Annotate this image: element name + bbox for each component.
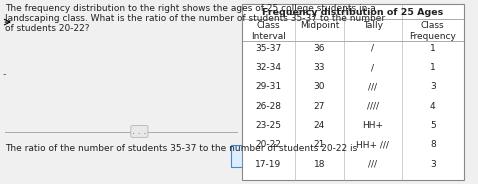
Text: Class
Interval: Class Interval: [251, 21, 286, 40]
Text: The ratio of the number of students 35-37 to the number of students 20-22 is: The ratio of the number of students 35-3…: [5, 144, 357, 153]
Text: 26-28: 26-28: [255, 102, 282, 111]
Text: 1: 1: [430, 63, 435, 72]
Text: 30: 30: [314, 82, 325, 91]
Text: ////: ////: [367, 102, 379, 111]
Text: /: /: [371, 44, 374, 53]
Text: 3: 3: [430, 160, 435, 169]
Text: 1: 1: [430, 44, 435, 53]
Text: 3: 3: [430, 82, 435, 91]
Text: 5: 5: [430, 121, 435, 130]
Text: 20-22: 20-22: [255, 140, 281, 149]
Text: 36: 36: [314, 44, 325, 53]
Text: 17-19: 17-19: [255, 160, 282, 169]
Text: Frequency distribution of 25 Ages: Frequency distribution of 25 Ages: [262, 8, 443, 17]
Text: 27: 27: [314, 102, 325, 111]
Text: HH+: HH+: [362, 121, 383, 130]
Text: ///: ///: [369, 82, 377, 91]
Text: 33: 33: [314, 63, 325, 72]
Text: Midpoint: Midpoint: [300, 21, 339, 30]
FancyBboxPatch shape: [241, 4, 464, 180]
Text: /: /: [371, 63, 374, 72]
FancyBboxPatch shape: [231, 145, 242, 167]
Text: Class
Frequency: Class Frequency: [409, 21, 456, 40]
Text: 21: 21: [314, 140, 325, 149]
Text: Tally: Tally: [363, 21, 383, 30]
Text: ///: ///: [369, 160, 377, 169]
Text: 35-37: 35-37: [255, 44, 282, 53]
Text: HH+ ///: HH+ ///: [357, 140, 389, 149]
Text: The frequency distribution to the right shows the ages of 25 college students in: The frequency distribution to the right …: [5, 4, 385, 33]
Text: 18: 18: [314, 160, 325, 169]
Text: 32-34: 32-34: [255, 63, 282, 72]
Text: 24: 24: [314, 121, 325, 130]
Text: 23-25: 23-25: [255, 121, 282, 130]
Text: . . .: . . .: [132, 127, 147, 136]
Text: 29-31: 29-31: [255, 82, 282, 91]
Text: 4: 4: [430, 102, 435, 111]
Text: -: -: [2, 69, 6, 79]
Text: 8: 8: [430, 140, 435, 149]
